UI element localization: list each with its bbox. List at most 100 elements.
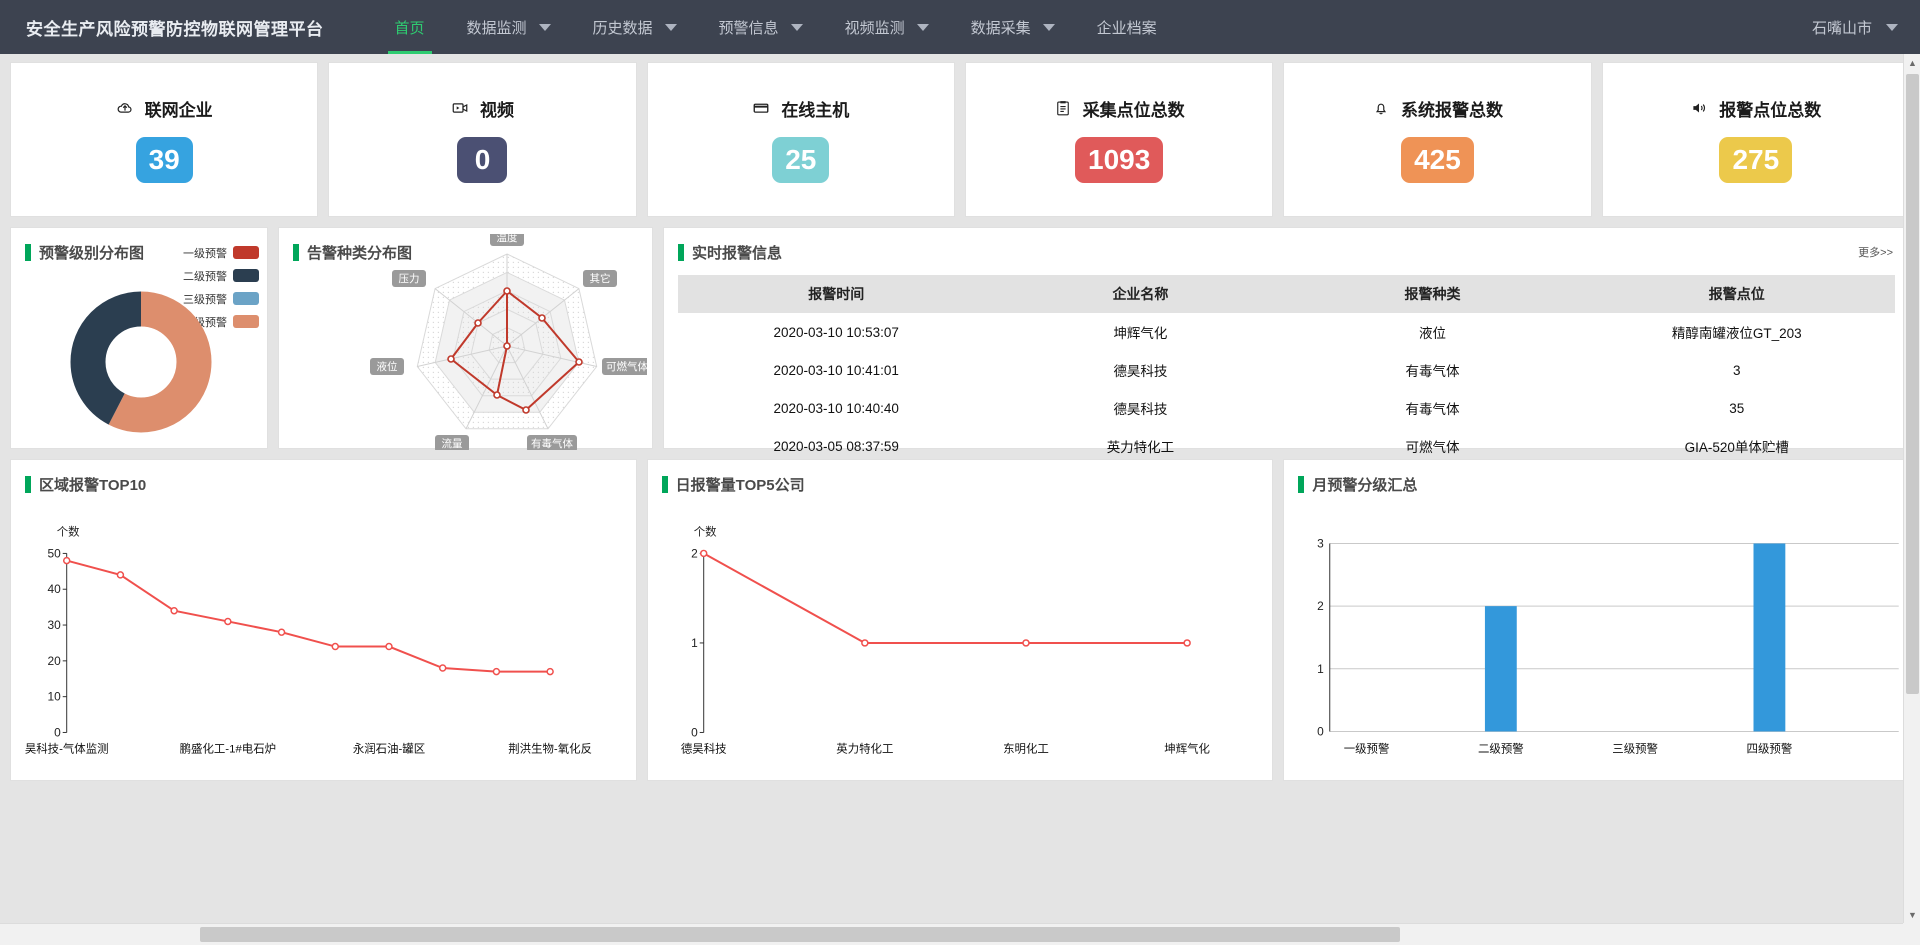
x-tick: 德昊科技 [681, 741, 727, 755]
radar-axis-label: 有毒气体 [531, 437, 573, 450]
legend-label: 一级预警 [183, 247, 227, 260]
radar-axis-label: 液位 [377, 360, 398, 373]
region-label: 石嘴山市 [1811, 19, 1872, 37]
horizontal-scroll-thumb[interactable] [200, 927, 1400, 942]
x-tick: 昊科技-气体监测 [25, 741, 109, 755]
vertical-scrollbar[interactable]: ▲ ▼ [1903, 54, 1920, 923]
y-tick: 40 [47, 582, 61, 596]
kpi-card-collection-points[interactable]: 采集点位总数 1093 [964, 62, 1274, 217]
kpi-card-system-alarms[interactable]: 系统报警总数 425 [1283, 62, 1592, 217]
title-accent-bar [293, 244, 299, 261]
kpi-card-online-hosts[interactable]: 在线主机 25 [646, 62, 955, 217]
line-chart-daily-top5: 个数 2 1 0 德昊科技 [681, 525, 1210, 756]
cell-enterprise: 英力特化工 [1106, 440, 1175, 455]
kpi-card-row: 联网企业 39 视频 0 [10, 62, 1910, 217]
kpi-header: 在线主机 [752, 96, 849, 121]
kpi-value: 425 [1401, 136, 1474, 184]
nav-item-data-monitor[interactable]: 数据监测 [446, 0, 572, 54]
y-tick: 0 [691, 725, 698, 739]
y-tick: 0 [1317, 724, 1324, 738]
horizontal-scrollbar[interactable] [0, 923, 1903, 945]
more-link[interactable]: 更多>> [1858, 247, 1893, 259]
title-accent-bar [661, 476, 668, 493]
chevron-down-icon [664, 23, 677, 31]
vertical-scroll-thumb[interactable] [1906, 74, 1919, 694]
y-tick: 10 [47, 690, 61, 704]
y-tick: 2 [691, 546, 698, 560]
y-tick: 2 [1317, 599, 1324, 613]
kpi-label: 在线主机 [781, 100, 850, 120]
nav-label: 历史数据 [592, 19, 653, 37]
kpi-card-alarm-points[interactable]: 报警点位总数 275 [1601, 62, 1910, 217]
legend-label: 三级预警 [183, 293, 227, 306]
nav-item-video-monitor[interactable]: 视频监测 [824, 0, 950, 54]
radar-axis-label: 温度 [497, 234, 518, 244]
x-tick: 永润石油-罐区 [353, 741, 425, 755]
dashboard-body: 联网企业 39 视频 0 [0, 54, 1920, 945]
x-tick: 一级预警 [1344, 741, 1390, 755]
radar-axis-label: 压力 [399, 272, 420, 285]
cell-type: 可燃气体 [1405, 440, 1460, 455]
alert-table: 报警时间 企业名称 报警种类 报警点位 2020-03-10 10:53:07 … [678, 275, 1895, 465]
card-title-text: 区域报警TOP10 [39, 477, 147, 494]
card-title: 区域报警TOP10 [11, 460, 636, 495]
kpi-label: 采集点位总数 [1082, 100, 1185, 120]
scroll-up-arrow[interactable]: ▲ [1904, 54, 1920, 71]
table-header-row: 报警时间 企业名称 报警种类 报警点位 [678, 275, 1895, 313]
nav-label: 预警信息 [718, 19, 779, 37]
legend-item[interactable]: 二级预警 [183, 267, 259, 284]
kpi-card-connected-enterprises[interactable]: 联网企业 39 [10, 62, 319, 217]
app-title: 安全生产风险预警防控物联网管理平台 [26, 19, 324, 39]
bar-chart-monthly-levels: 3 2 1 0 一级预警 二级预警 三级预警 四级预警 [1317, 536, 1900, 755]
chevron-down-icon [1886, 23, 1898, 31]
alert-level-distribution-card: 预警级别分布图 一级预警 二级预警 三级预警 四级预警 [10, 227, 268, 449]
table-row[interactable]: 2020-03-10 10:41:01 德昊科技 有毒气体 3 [678, 351, 1895, 389]
nav-item-alert-info[interactable]: 预警信息 [698, 0, 824, 54]
nav-label: 数据采集 [970, 19, 1031, 37]
kpi-value: 0 [457, 136, 508, 184]
main-nav: 首页 数据监测 历史数据 预警信息 视频监测 数据采集 企业档案 [374, 0, 1178, 54]
scrollbar-corner [1903, 923, 1920, 945]
cell-enterprise: 坤辉气化 [1113, 326, 1168, 341]
y-tick: 30 [47, 618, 61, 632]
table-row[interactable]: 2020-03-05 08:37:59 英力特化工 可燃气体 GIA-520单体… [678, 427, 1895, 465]
legend-item[interactable]: 三级预警 [183, 290, 259, 307]
legend-item[interactable]: 一级预警 [183, 244, 259, 261]
y-tick: 1 [691, 636, 698, 650]
y-tick: 50 [47, 546, 61, 560]
bottom-chart-row: 区域报警TOP10 个数 50 40 30 20 10 0 [10, 459, 1911, 781]
nav-label: 首页 [394, 19, 425, 37]
nav-item-history-data[interactable]: 历史数据 [572, 0, 698, 54]
cell-enterprise: 德昊科技 [1113, 364, 1168, 379]
chevron-down-icon [916, 23, 929, 31]
table-row[interactable]: 2020-03-10 10:40:40 德昊科技 有毒气体 35 [678, 389, 1895, 427]
kpi-card-video[interactable]: 视频 0 [328, 62, 637, 217]
nav-item-enterprise-archive[interactable]: 企业档案 [1076, 0, 1178, 54]
nav-item-data-collection[interactable]: 数据采集 [950, 0, 1076, 54]
middle-row: 预警级别分布图 一级预警 二级预警 三级预警 四级预警 [10, 227, 1910, 455]
cell-time: 2020-03-10 10:53:07 [773, 324, 899, 340]
card-title: 告警种类分布图 [279, 228, 652, 263]
kpi-header: 视频 [451, 96, 514, 121]
cell-time: 2020-03-10 10:41:01 [773, 362, 899, 378]
x-tick: 坤辉气化 [1164, 741, 1210, 755]
realtime-alert-card: 实时报警信息 更多>> 报警时间 企业名称 报警种类 报警点位 2020-03-… [663, 227, 1910, 455]
table-row[interactable]: 2020-03-10 10:53:07 坤辉气化 液位 精醇南罐液位GT_203 [678, 313, 1895, 351]
column-header-type: 报警种类 [1286, 275, 1579, 313]
card-title-text: 月预警分级汇总 [1312, 477, 1418, 494]
card-title-text: 实时报警信息 [692, 245, 783, 262]
region-selector[interactable]: 石嘴山市 [1812, 0, 1920, 54]
y-tick: 1 [1317, 662, 1324, 676]
cell-type: 有毒气体 [1405, 364, 1460, 379]
cell-point: 精醇南罐液位GT_203 [1671, 326, 1802, 341]
scroll-down-arrow[interactable]: ▼ [1904, 906, 1920, 923]
kpi-label: 视频 [479, 100, 514, 120]
column-header-enterprise: 企业名称 [994, 275, 1287, 313]
x-tick: 英力特化工 [836, 741, 893, 755]
nav-label: 企业档案 [1096, 19, 1157, 37]
x-tick: 鹏盛化工-1#电石炉 [180, 741, 276, 755]
chevron-down-icon [1042, 23, 1055, 31]
nav-item-home[interactable]: 首页 [374, 0, 446, 54]
radar-axis-label: 其它 [590, 272, 611, 285]
monthly-alert-level-card: 月预警分级汇总 3 2 1 0 [1283, 459, 1911, 781]
